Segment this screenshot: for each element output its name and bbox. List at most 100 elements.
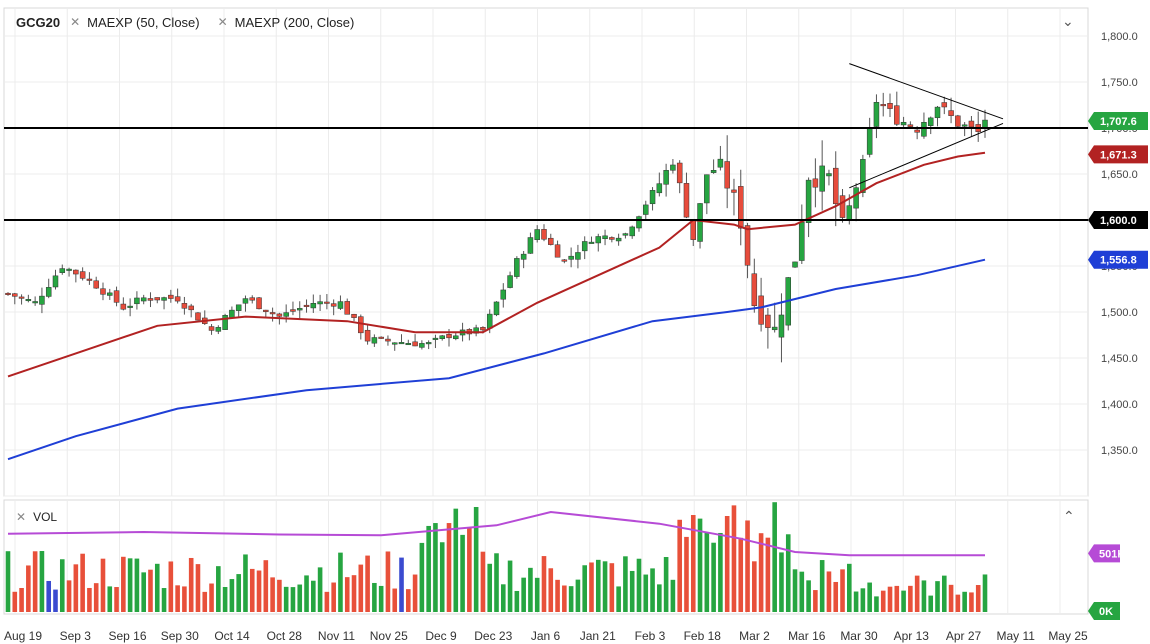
candle-body [758,295,764,325]
volume-bar [399,557,404,612]
candle-body [127,305,133,308]
volume-bar [833,581,839,612]
candle-body [914,129,920,133]
collapse-volume-pane-chevron-icon[interactable]: ⌃ [1063,508,1075,524]
candle-body [317,301,323,305]
price-badge-text: 1,556.8 [1100,255,1137,267]
candle-body [140,297,147,302]
candle-body [860,159,866,193]
volume-bar [589,562,594,612]
x-axis-date-label: Jan 6 [531,629,561,643]
candle-body [948,110,954,116]
volume-bar [921,580,927,612]
volume-bar [541,556,547,612]
volume-bar [582,565,588,612]
remove-volume-icon[interactable]: ✕ [16,510,27,524]
candle-body [310,303,317,309]
volume-bar [507,560,513,612]
candle-body [39,295,45,305]
x-axis-date-label: Dec 9 [425,629,457,643]
volume-bar [5,551,11,612]
volume-bar [650,568,655,612]
price-tick-label: 1,450.0 [1101,353,1138,365]
candle-body [805,179,812,223]
price-axis-badge: 1,556.8 [1088,250,1148,269]
volume-bar [324,591,330,612]
price-badge-bg [1088,211,1148,229]
volume-bar [785,534,791,612]
triangle-trendline[interactable] [849,122,1004,189]
volume-bar [216,566,221,612]
triangle-trendline[interactable] [849,63,1004,120]
candle-body [229,309,235,319]
volume-bar [134,558,140,612]
candle-body [378,336,384,339]
volume-bar [935,581,940,612]
candle-body [5,292,11,295]
volume-bar [460,534,465,612]
volume-bar [724,515,730,612]
candle-body [242,298,249,304]
volume-bar [59,559,65,612]
candle-body [927,117,934,126]
candle-body [507,275,513,288]
remove-study-icon[interactable]: ✕ [217,15,228,29]
candle-body [636,216,642,229]
candle-body [263,309,269,312]
candle-body [371,337,378,344]
volume-bar [263,560,269,612]
volume-bar [73,564,79,612]
volume-bar [87,587,92,612]
candle-body [79,271,86,279]
volume-bar [39,551,45,612]
volume-bar [765,537,771,612]
remove-study-icon[interactable]: ✕ [70,15,81,29]
candle-body [12,293,18,297]
x-axis-date-label: Apr 13 [894,629,930,643]
candle-body [181,303,188,309]
candle-body [683,183,690,218]
candle-body [602,235,608,240]
volume-bar [806,580,811,612]
volume-bar [473,506,479,612]
volume-bar [853,591,859,612]
volume-bar [826,571,832,612]
volume-bar [26,565,31,612]
candle-body [520,253,527,260]
volume-bar [249,568,255,612]
volume-bar [148,569,153,612]
candle-body [609,237,615,240]
volume-bar [962,591,967,612]
price-axis-badge: 1,707.6 [1088,112,1148,131]
candle-body [256,297,262,310]
volume-legend: ✕ VOL [0,506,57,528]
volume-bar [975,585,981,612]
candle-body [771,326,778,331]
candle-body [351,313,357,318]
candle-body [710,170,717,173]
price-badge-text: 1,671.3 [1100,149,1137,161]
candle-body [961,124,968,127]
candle-body [839,195,846,218]
candle-body [324,301,330,304]
volume-badge-bg [1088,602,1120,620]
volume-bar [351,575,357,612]
volume-bar [867,582,872,612]
volume-bar [758,533,764,612]
volume-bar [704,532,710,612]
volume-bar [609,563,615,612]
candle-body [486,313,493,329]
volume-label: VOL [33,510,58,524]
collapse-price-pane-chevron-icon[interactable]: ⌄ [1062,13,1074,29]
volume-bar [813,590,818,612]
volume-bar [494,553,499,612]
candle-body [663,170,669,185]
candle-body [215,327,222,332]
candle-body [391,342,398,345]
volume-bar [121,556,126,612]
candle-body [704,174,710,204]
candle-body [921,122,927,137]
volume-bar [100,558,106,612]
candle-body [982,119,988,129]
